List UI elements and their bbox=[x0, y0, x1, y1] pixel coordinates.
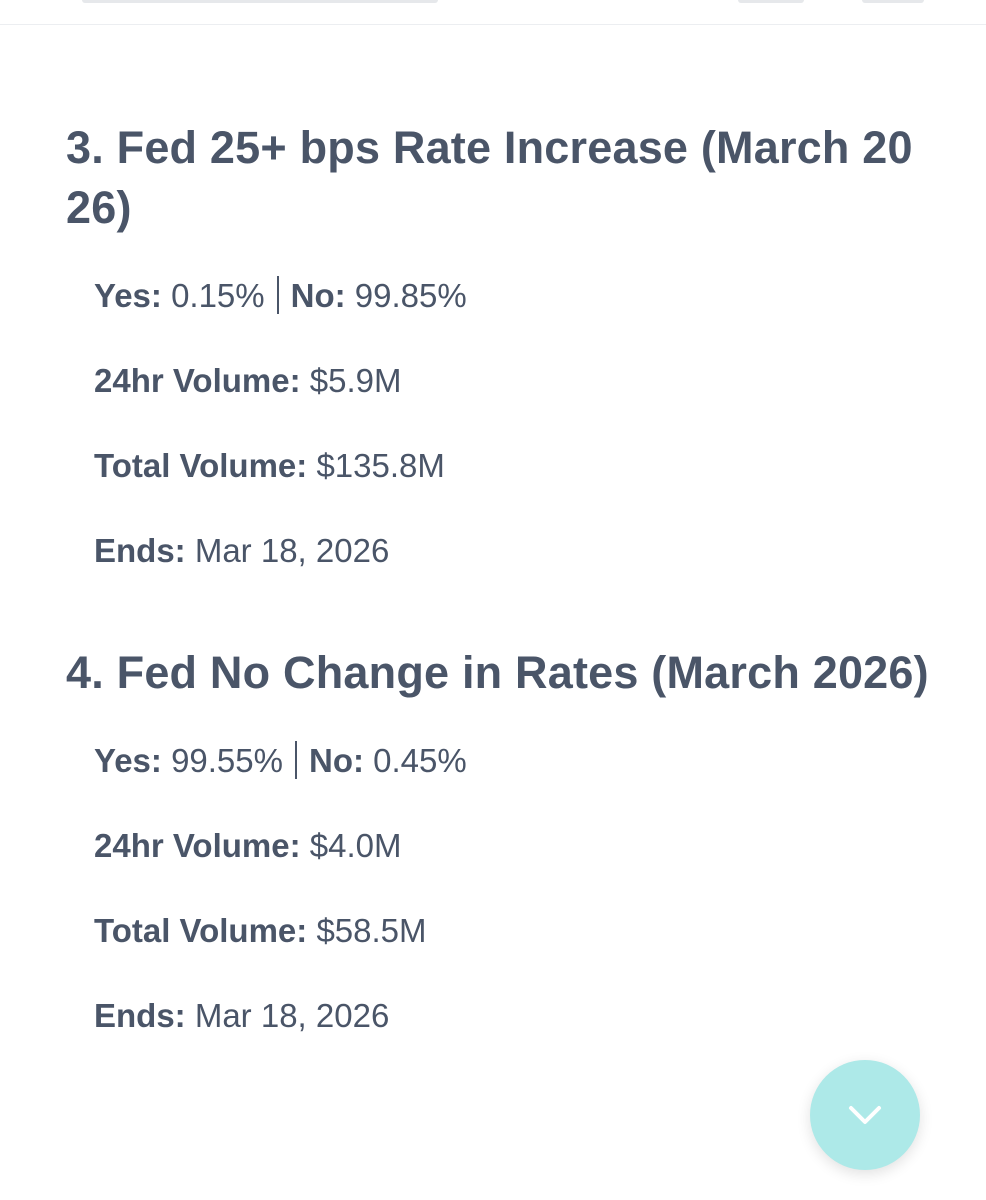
no-value: 0.45% bbox=[373, 742, 467, 779]
yes-label: Yes: bbox=[94, 277, 162, 314]
market-stats: Yes: 0.15% No: 99.85% 24hr Volume: $5.9M … bbox=[94, 276, 936, 571]
market-list: 3. Fed 25+ bps Rate Increase (March 2026… bbox=[66, 118, 936, 1036]
market-card: 4. Fed No Change in Rates (March 2026) Y… bbox=[66, 643, 936, 1036]
market-title: 3. Fed 25+ bps Rate Increase (March 2026… bbox=[66, 122, 913, 233]
total-volume-row: Total Volume: $58.5M bbox=[94, 911, 936, 951]
ends-value: Mar 18, 2026 bbox=[194, 532, 390, 569]
yes-label: Yes: bbox=[94, 742, 162, 779]
volume-24h-row: 24hr Volume: $5.9M bbox=[94, 361, 936, 401]
odds-divider bbox=[295, 741, 297, 779]
scroll-down-button[interactable] bbox=[810, 1060, 920, 1170]
total-volume-value: $135.8M bbox=[316, 447, 445, 484]
ends-label: Ends: bbox=[94, 532, 186, 569]
chevron-down-icon bbox=[849, 1106, 881, 1124]
ends-label: Ends: bbox=[94, 997, 186, 1034]
header-button-edge[interactable] bbox=[738, 0, 804, 3]
header-button-edge[interactable] bbox=[862, 0, 924, 3]
yes-value: 99.55% bbox=[171, 742, 283, 779]
no-value: 99.85% bbox=[354, 277, 467, 314]
market-card: 3. Fed 25+ bps Rate Increase (March 2026… bbox=[66, 118, 936, 571]
volume-24h-value: $4.0M bbox=[309, 827, 402, 864]
ends-row: Ends: Mar 18, 2026 bbox=[94, 531, 936, 571]
volume-24h-row: 24hr Volume: $4.0M bbox=[94, 826, 936, 866]
top-bar bbox=[0, 0, 986, 25]
volume-24h-value: $5.9M bbox=[309, 362, 402, 399]
ends-value: Mar 18, 2026 bbox=[194, 997, 390, 1034]
volume-24h-label: 24hr Volume: bbox=[94, 362, 301, 399]
total-volume-label: Total Volume: bbox=[94, 447, 308, 484]
ends-row: Ends: Mar 18, 2026 bbox=[94, 996, 936, 1036]
no-label: No: bbox=[309, 742, 364, 779]
total-volume-value: $58.5M bbox=[316, 912, 427, 949]
odds-divider bbox=[276, 276, 279, 314]
total-volume-label: Total Volume: bbox=[94, 912, 308, 949]
odds-row: Yes: 99.55% No: 0.45% bbox=[94, 741, 936, 781]
market-title: 4. Fed No Change in Rates (March 2026) bbox=[66, 647, 929, 698]
yes-value: 0.15% bbox=[171, 277, 265, 314]
header-search-edge[interactable] bbox=[82, 0, 438, 3]
odds-row: Yes: 0.15% No: 99.85% bbox=[94, 276, 936, 316]
no-label: No: bbox=[290, 277, 346, 314]
volume-24h-label: 24hr Volume: bbox=[94, 827, 301, 864]
market-stats: Yes: 99.55% No: 0.45% 24hr Volume: $4.0M … bbox=[94, 741, 936, 1036]
total-volume-row: Total Volume: $135.8M bbox=[94, 446, 936, 486]
